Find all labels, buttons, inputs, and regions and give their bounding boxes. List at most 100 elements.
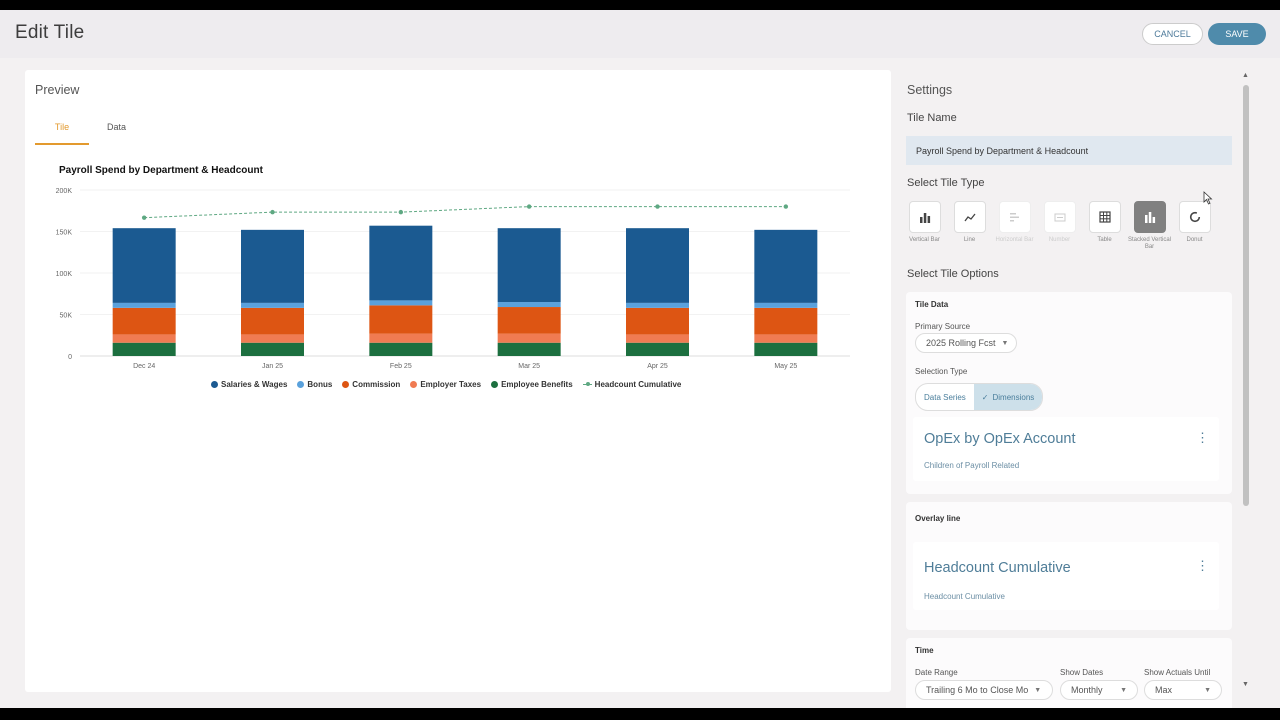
overlay-dimension-subtitle: Headcount Cumulative	[924, 592, 1005, 601]
tile-options-label: Select Tile Options	[907, 268, 999, 280]
tile-type-vertical-bar[interactable]: Vertical Bar	[902, 201, 947, 244]
x-tick-label: Mar 25	[518, 363, 540, 370]
legend-item[interactable]: Bonus	[297, 380, 332, 389]
legend-swatch	[410, 381, 418, 388]
y-left-tick-label: 150K	[56, 230, 73, 237]
legend-item[interactable]: Headcount Cumulative	[582, 380, 681, 389]
bar-segment	[626, 302, 689, 308]
preview-panel: Preview Tile Data Payroll Spend by Depar…	[25, 70, 891, 692]
vertical-bar-icon	[919, 213, 930, 223]
overlay-point	[398, 209, 404, 215]
dimension-subtitle: Children of Payroll Related	[924, 461, 1020, 470]
scroll-down-icon[interactable]: ▼	[1242, 681, 1249, 688]
legend-item[interactable]: Salaries & Wages	[211, 380, 287, 389]
tile-type-table[interactable]: Table	[1082, 201, 1127, 244]
bar-segment	[241, 307, 304, 335]
overlay-dimension-title: Headcount Cumulative	[924, 560, 1071, 576]
tile-type-donut[interactable]: Donut	[1172, 201, 1217, 244]
selection-dimensions-label: Dimensions	[992, 392, 1035, 402]
legend-item[interactable]: Employee Benefits	[491, 380, 573, 389]
overlay-point	[270, 209, 275, 215]
horizontal-bar-icon	[1009, 213, 1019, 222]
tile-name-label: Tile Name	[907, 112, 957, 124]
number-icon	[1054, 213, 1065, 222]
tab-data[interactable]: Data	[107, 122, 127, 132]
selection-data-series[interactable]: Data Series	[924, 392, 966, 402]
y-left-tick-label: 50K	[60, 313, 73, 320]
show-actuals-select[interactable]: Max ▼	[1144, 680, 1222, 700]
bar-segment	[369, 305, 433, 334]
legend-swatch	[491, 381, 499, 388]
bar-segment	[112, 302, 176, 308]
primary-source-select[interactable]: 2025 Rolling Fcst ▼	[915, 333, 1017, 353]
time-card: Time Date Range Trailing 6 Mo to Close M…	[906, 638, 1232, 708]
bar-segment	[497, 228, 561, 303]
donut-icon	[1189, 211, 1200, 223]
tile-type-label: Donut	[1186, 237, 1203, 243]
tile-type-label: Stacked Vertical Bar	[1127, 237, 1172, 250]
bar-segment	[112, 228, 176, 303]
overlay-dimension-card[interactable]: Headcount Cumulative Headcount Cumulativ…	[913, 542, 1219, 610]
top-letterbox	[0, 0, 1280, 10]
legend-swatch	[297, 381, 305, 388]
y-left-tick-label: 0	[68, 354, 72, 361]
tile-type-stacked-vertical-bar[interactable]: Stacked Vertical Bar	[1127, 201, 1172, 251]
bar-segment	[754, 302, 818, 308]
dimension-card[interactable]: OpEx by OpEx Account Children of Payroll…	[913, 417, 1219, 481]
mouse-cursor-icon	[1203, 191, 1213, 205]
tile-type-label: Select Tile Type	[907, 177, 985, 189]
time-title: Time	[915, 646, 934, 655]
tile-type-horizontal-bar-button[interactable]	[998, 201, 1031, 233]
y-left-tick-label: 100K	[56, 271, 73, 278]
bar-segment	[497, 333, 561, 343]
kebab-menu-icon[interactable]: ⋮	[1196, 430, 1209, 445]
show-actuals-value: Max	[1155, 685, 1173, 695]
primary-source-label: Primary Source	[915, 322, 971, 331]
tile-type-number-button[interactable]	[1043, 201, 1076, 233]
bar-segment	[369, 300, 433, 306]
bar-segment	[754, 342, 818, 356]
legend-item[interactable]: Commission	[342, 380, 400, 389]
legend-item[interactable]: Employer Taxes	[410, 380, 481, 389]
tile-type-vertical-bar-button[interactable]	[908, 201, 941, 233]
tile-type-table-button[interactable]	[1088, 201, 1121, 233]
header-bar: Edit Tile CANCEL SAVE	[0, 10, 1280, 58]
tile-type-stacked-bar-button[interactable]	[1133, 201, 1166, 233]
tile-type-line[interactable]: Line	[947, 201, 992, 244]
overlay-point	[526, 204, 532, 209]
date-range-select[interactable]: Trailing 6 Mo to Close Mo ▼	[915, 680, 1053, 700]
show-dates-value: Monthly	[1071, 685, 1103, 695]
bar-segment	[754, 229, 818, 303]
show-dates-select[interactable]: Monthly ▼	[1060, 680, 1138, 700]
bar-segment	[369, 225, 433, 301]
date-range-label: Date Range	[915, 668, 958, 677]
scrollbar-thumb[interactable]	[1243, 85, 1249, 506]
tile-type-donut-button[interactable]	[1178, 201, 1211, 233]
bar-segment	[369, 333, 433, 343]
chevron-down-icon: ▼	[1001, 339, 1009, 347]
bar-segment	[241, 334, 304, 343]
chevron-down-icon: ▼	[1204, 686, 1211, 694]
settings-scrollbar[interactable]: ▲ ▼	[1242, 72, 1250, 694]
kebab-menu-icon[interactable]: ⋮	[1196, 558, 1209, 573]
overlay-line	[144, 206, 786, 219]
selection-dimensions[interactable]: ✓ Dimensions	[973, 384, 1043, 410]
scroll-up-icon[interactable]: ▲	[1242, 72, 1249, 79]
tile-type-horizontal-bar[interactable]: Horizontal Bar	[992, 201, 1037, 244]
save-button[interactable]: SAVE	[1208, 23, 1266, 45]
bar-segment	[497, 307, 561, 334]
cancel-button[interactable]: CANCEL	[1142, 23, 1203, 45]
tile-type-line-button[interactable]	[953, 201, 986, 233]
tile-name-input[interactable]	[906, 136, 1232, 165]
legend-swatch	[342, 381, 350, 388]
bar-segment	[754, 307, 818, 335]
tile-type-number[interactable]: Number	[1037, 201, 1082, 244]
check-icon: ✓	[981, 392, 989, 402]
overlay-card: Overlay line Headcount Cumulative Headco…	[906, 502, 1232, 630]
dimension-title: OpEx by OpEx Account	[924, 431, 1076, 447]
show-dates-label: Show Dates	[1060, 668, 1104, 677]
bar-segment	[112, 342, 176, 356]
bottom-letterbox	[0, 708, 1280, 720]
tab-tile[interactable]: Tile	[35, 122, 89, 145]
